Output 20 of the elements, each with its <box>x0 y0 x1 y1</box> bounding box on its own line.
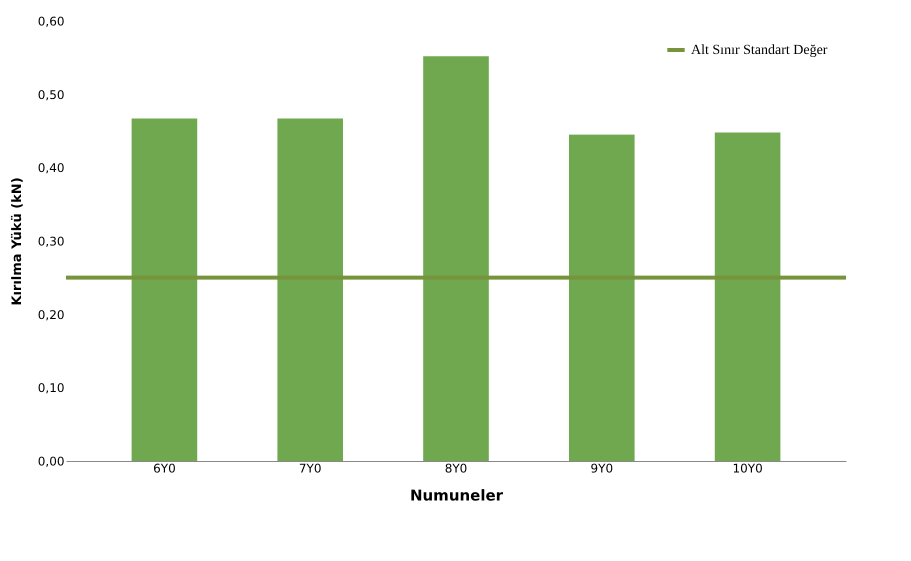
y-tick-label: 0,30 <box>38 234 64 248</box>
y-tick-label: 0,00 <box>38 454 64 468</box>
x-tick-label: 10Y0 <box>732 462 763 476</box>
x-tick-label: 8Y0 <box>444 462 468 476</box>
x-tick-label: 6Y0 <box>153 462 176 476</box>
x-axis-title: Numuneler <box>410 486 504 504</box>
y-tick-label: 0,60 <box>38 14 64 28</box>
y-tick-label: 0,40 <box>38 161 64 176</box>
bar <box>132 118 198 461</box>
x-tick-label: 9Y0 <box>590 462 614 476</box>
y-tick-label: 0,20 <box>38 308 64 322</box>
bar <box>568 134 635 461</box>
y-tick-label: 0,10 <box>38 381 64 396</box>
legend-label: Alt Sınır Standart Değer <box>691 43 828 58</box>
y-axis-title: Kırılma Yükü (kN) <box>10 177 25 306</box>
x-tick-label: 7Y0 <box>298 462 322 476</box>
bar <box>714 132 780 461</box>
bar <box>277 118 344 461</box>
y-tick-label: 0,50 <box>38 88 64 102</box>
bar <box>423 56 489 461</box>
